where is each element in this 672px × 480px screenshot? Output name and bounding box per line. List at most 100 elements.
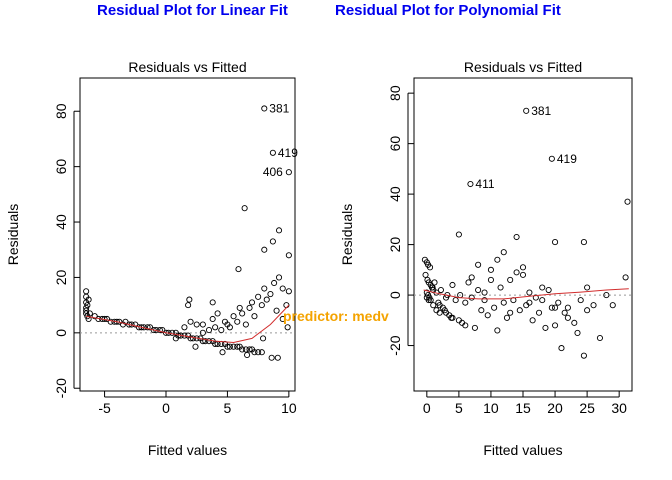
residual-point	[275, 227, 283, 234]
residual-point	[258, 302, 265, 309]
residual-point	[542, 324, 549, 331]
y-tick-label: 0	[53, 329, 69, 337]
residual-point	[548, 304, 555, 311]
residual-point	[519, 264, 527, 271]
residual-point	[251, 349, 258, 356]
residual-point	[564, 304, 571, 311]
y-axis-label: Residuals	[5, 204, 21, 265]
residual-point	[242, 321, 249, 328]
residual-point	[507, 276, 514, 283]
residual-point	[187, 335, 194, 342]
residual-point	[436, 309, 443, 316]
residual-point	[494, 327, 501, 334]
residual-point	[193, 321, 200, 328]
outlier-point	[261, 105, 268, 112]
outlier-point	[269, 149, 276, 156]
y-tick-label: 20	[53, 269, 69, 285]
residual-point	[199, 321, 206, 328]
residual-point	[555, 299, 562, 306]
residual-point	[526, 289, 533, 296]
x-tick-label: 0	[423, 400, 431, 416]
residual-point	[609, 302, 616, 309]
residual-point	[83, 288, 90, 295]
plot-linear: Residuals vs Fitted -5 0 5 10 -20 0 20 40 60 80 Fit…	[5, 59, 298, 458]
residual-point	[574, 329, 581, 336]
x-tick-label: 15	[515, 400, 531, 416]
residual-point	[507, 309, 514, 316]
x-tick-label: 30	[611, 400, 627, 416]
residual-point	[481, 297, 488, 304]
y-tick-label: 60	[53, 159, 69, 175]
residual-point	[462, 299, 469, 306]
residual-point	[539, 284, 546, 291]
residual-point	[202, 338, 209, 345]
residual-point	[503, 314, 511, 321]
outlier-point	[285, 169, 292, 176]
outlier-label: 419	[557, 152, 577, 166]
x-tick-label: 10	[281, 400, 297, 416]
residual-point	[181, 324, 188, 331]
residual-point	[224, 343, 231, 350]
residual-point	[455, 231, 462, 238]
residual-point	[192, 343, 199, 350]
residual-point	[519, 271, 527, 278]
plot-poly: Residuals vs Fitted 0 5 10 15 20 25 30 -20 0 20 40 6…	[339, 59, 633, 458]
residual-point	[126, 321, 133, 328]
residual-point	[261, 285, 268, 292]
residual-point	[246, 304, 253, 311]
residual-point	[150, 327, 157, 334]
x-tick-label: -5	[98, 400, 111, 416]
residual-point	[239, 310, 246, 317]
residual-point	[577, 297, 584, 304]
x-axis-label: Fitted values	[483, 442, 562, 458]
residual-point	[426, 264, 434, 271]
residual-point	[268, 354, 275, 361]
residual-point	[169, 329, 176, 336]
outlier-point	[467, 180, 474, 188]
residual-point	[478, 307, 485, 314]
residual-point	[230, 343, 237, 350]
residual-point	[274, 354, 281, 361]
residual-point	[214, 310, 221, 317]
residual-point	[468, 294, 475, 301]
x-tick-label: 5	[455, 400, 463, 416]
residual-point	[468, 274, 475, 281]
residual-point	[209, 315, 216, 323]
residual-point	[532, 294, 539, 301]
y-axis-label: Residuals	[339, 204, 355, 265]
y-tick-label: 80	[53, 103, 69, 119]
x-axis-label: Fitted values	[148, 442, 227, 458]
residual-point	[513, 233, 520, 241]
x-tick-label: 25	[579, 400, 595, 416]
plot-title: Residuals vs Fitted	[464, 59, 582, 75]
residual-point	[279, 285, 286, 292]
residual-point	[226, 324, 233, 331]
x-tick-label: 0	[162, 400, 170, 416]
outlier-label: 381	[269, 101, 289, 115]
residual-point	[273, 307, 280, 314]
residual-point	[279, 315, 286, 323]
residual-point	[535, 309, 543, 316]
residual-point	[561, 309, 568, 316]
residual-point	[84, 302, 91, 309]
residual-point	[491, 304, 498, 311]
predictor-label: predictor: medv	[283, 308, 389, 324]
residual-point	[138, 324, 145, 331]
residual-point	[590, 302, 597, 309]
residual-point	[156, 327, 163, 334]
residual-point	[218, 327, 225, 334]
residual-point	[269, 238, 276, 245]
residual-point	[580, 352, 587, 359]
residual-point	[246, 346, 253, 353]
residual-point	[172, 335, 179, 342]
residual-point	[539, 297, 546, 304]
plot-title: Residuals vs Fitted	[128, 59, 246, 75]
residual-point	[624, 198, 631, 205]
outlier-label: 381	[531, 104, 551, 118]
residual-point	[545, 286, 552, 294]
residual-point	[571, 319, 578, 326]
outlier-point	[548, 155, 555, 162]
residual-point	[186, 296, 193, 303]
left-plot-heading: Residual Plot for Linear Fit	[97, 2, 288, 19]
residual-point	[430, 302, 437, 309]
